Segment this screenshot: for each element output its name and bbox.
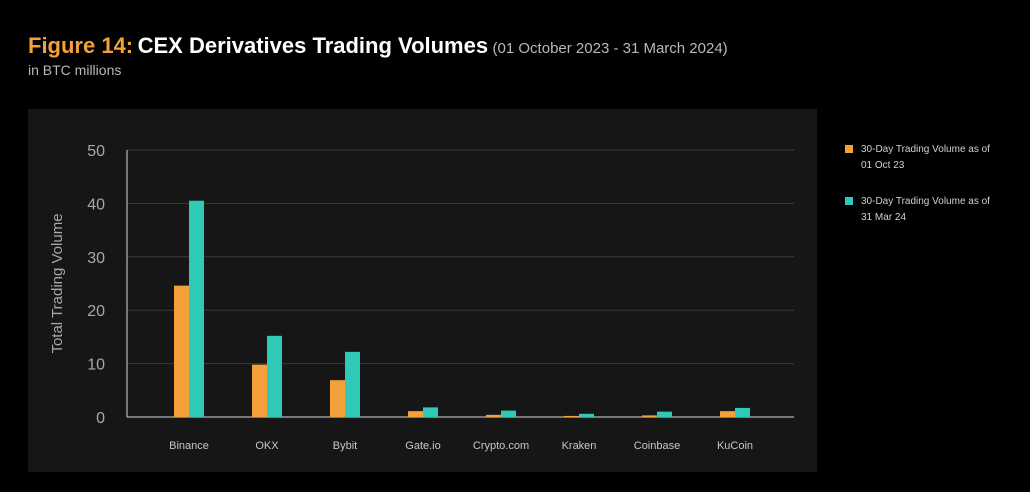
- x-tick-label: Binance: [169, 440, 209, 452]
- x-tick-label: OKX: [255, 440, 279, 452]
- legend-swatch-oct: [845, 145, 853, 153]
- x-tick-label: KuCoin: [717, 440, 753, 452]
- bar-chart: 0 10 20 30 40 50 Total Trading Volume Binance OK…: [49, 143, 794, 452]
- bar-kucoin-oct: [720, 411, 735, 417]
- x-tick-label: Gate.io: [405, 440, 440, 452]
- bar-coinbase-mar: [657, 411, 672, 417]
- title-line: Figure 14: CEX Derivatives Trading Volum…: [28, 33, 728, 62]
- y-tick-label: 30: [87, 250, 105, 267]
- bar-bybit-oct: [330, 380, 345, 417]
- bar-gate-io-oct: [408, 411, 423, 417]
- bar-binance-oct: [174, 285, 189, 417]
- y-tick-label: 20: [87, 303, 105, 320]
- date-range: (01 October 2023 - 31 March 2024): [492, 40, 728, 57]
- legend-item-mar: 30-Day Trading Volume as of 31 Mar 24: [845, 194, 1015, 226]
- chart-legend: 30-Day Trading Volume as of 01 Oct 23 30…: [845, 142, 1015, 246]
- y-tick-label: 0: [96, 410, 105, 427]
- bar-okx-mar: [267, 335, 282, 417]
- legend-label-oct: 30-Day Trading Volume as of 01 Oct 23: [861, 144, 990, 171]
- legend-swatch-mar: [845, 197, 853, 205]
- chart-title: CEX Derivatives Trading Volumes: [137, 33, 489, 58]
- y-tick-label: 40: [87, 196, 105, 213]
- bar-gate-io-mar: [423, 407, 438, 417]
- x-tick-label: Crypto.com: [473, 440, 529, 452]
- legend-item-oct: 30-Day Trading Volume as of 01 Oct 23: [845, 142, 1015, 174]
- bar-crypto-com-mar: [501, 410, 516, 417]
- legend-label-mar: 30-Day Trading Volume as of 31 Mar 24: [861, 196, 990, 223]
- unit-subtitle: in BTC millions: [28, 62, 122, 78]
- y-tick-label: 50: [87, 143, 105, 160]
- x-tick-label: Bybit: [333, 440, 357, 452]
- y-axis-title: Total Trading Volume: [49, 213, 66, 353]
- bar-bybit-mar: [345, 351, 360, 417]
- x-tick-label: Coinbase: [634, 440, 680, 452]
- y-tick-label: 10: [87, 357, 105, 374]
- bar-kucoin-mar: [735, 407, 750, 417]
- bar-okx-oct: [252, 364, 267, 417]
- bar-kraken-oct: [564, 415, 579, 417]
- bar-coinbase-oct: [642, 415, 657, 417]
- chart-header: Figure 14: CEX Derivatives Trading Volum…: [28, 33, 728, 78]
- x-tick-label: Kraken: [562, 440, 597, 452]
- bar-kraken-mar: [579, 413, 594, 417]
- figure-label: Figure 14:: [28, 33, 134, 58]
- bar-crypto-com-oct: [486, 414, 501, 417]
- bar-binance-mar: [189, 200, 204, 417]
- chart-panel: 0 10 20 30 40 50 Total Trading Volume Binance OK…: [28, 109, 817, 472]
